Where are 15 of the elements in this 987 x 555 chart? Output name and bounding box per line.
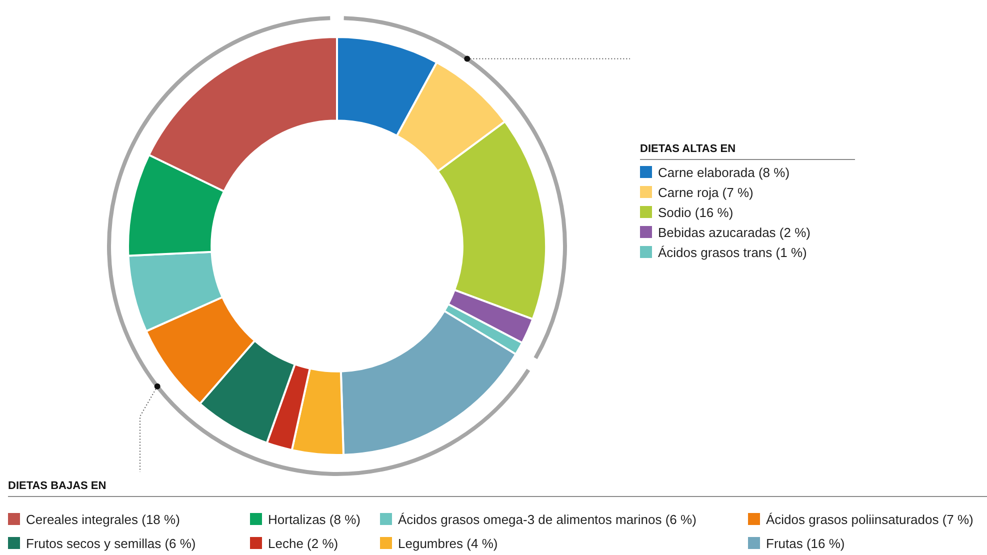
legend-label: Legumbres (4 %) [397,536,498,551]
legend-label: Cereales integrales (18 %) [25,512,180,527]
legend-label: Carne roja (7 %) [657,185,754,200]
legend-label: Ácidos grasos poliinsaturados (7 %) [765,512,974,527]
text: DIETAS ALTAS EN [640,143,736,155]
legend-label: Ácidos grasos omega-3 de alimentos marinos (6 %) [397,512,696,527]
legend-label: Frutos secos y semillas (6 %) [25,536,196,551]
legend-label: Frutas (16 %) [765,536,845,551]
legend-label: Sodio (16 %) [657,205,734,220]
text: DIETAS BAJAS EN [8,480,106,492]
legend-label: Hortalizas (8 %) [267,512,360,527]
legend-label: Bebidas azucaradas (2 %) [657,225,812,240]
legend-label: Leche (2 %) [267,536,338,551]
legend-label: Carne elaborada (8 %) [657,165,791,180]
legend-label: Ácidos grasos trans (1 %) [657,245,808,260]
